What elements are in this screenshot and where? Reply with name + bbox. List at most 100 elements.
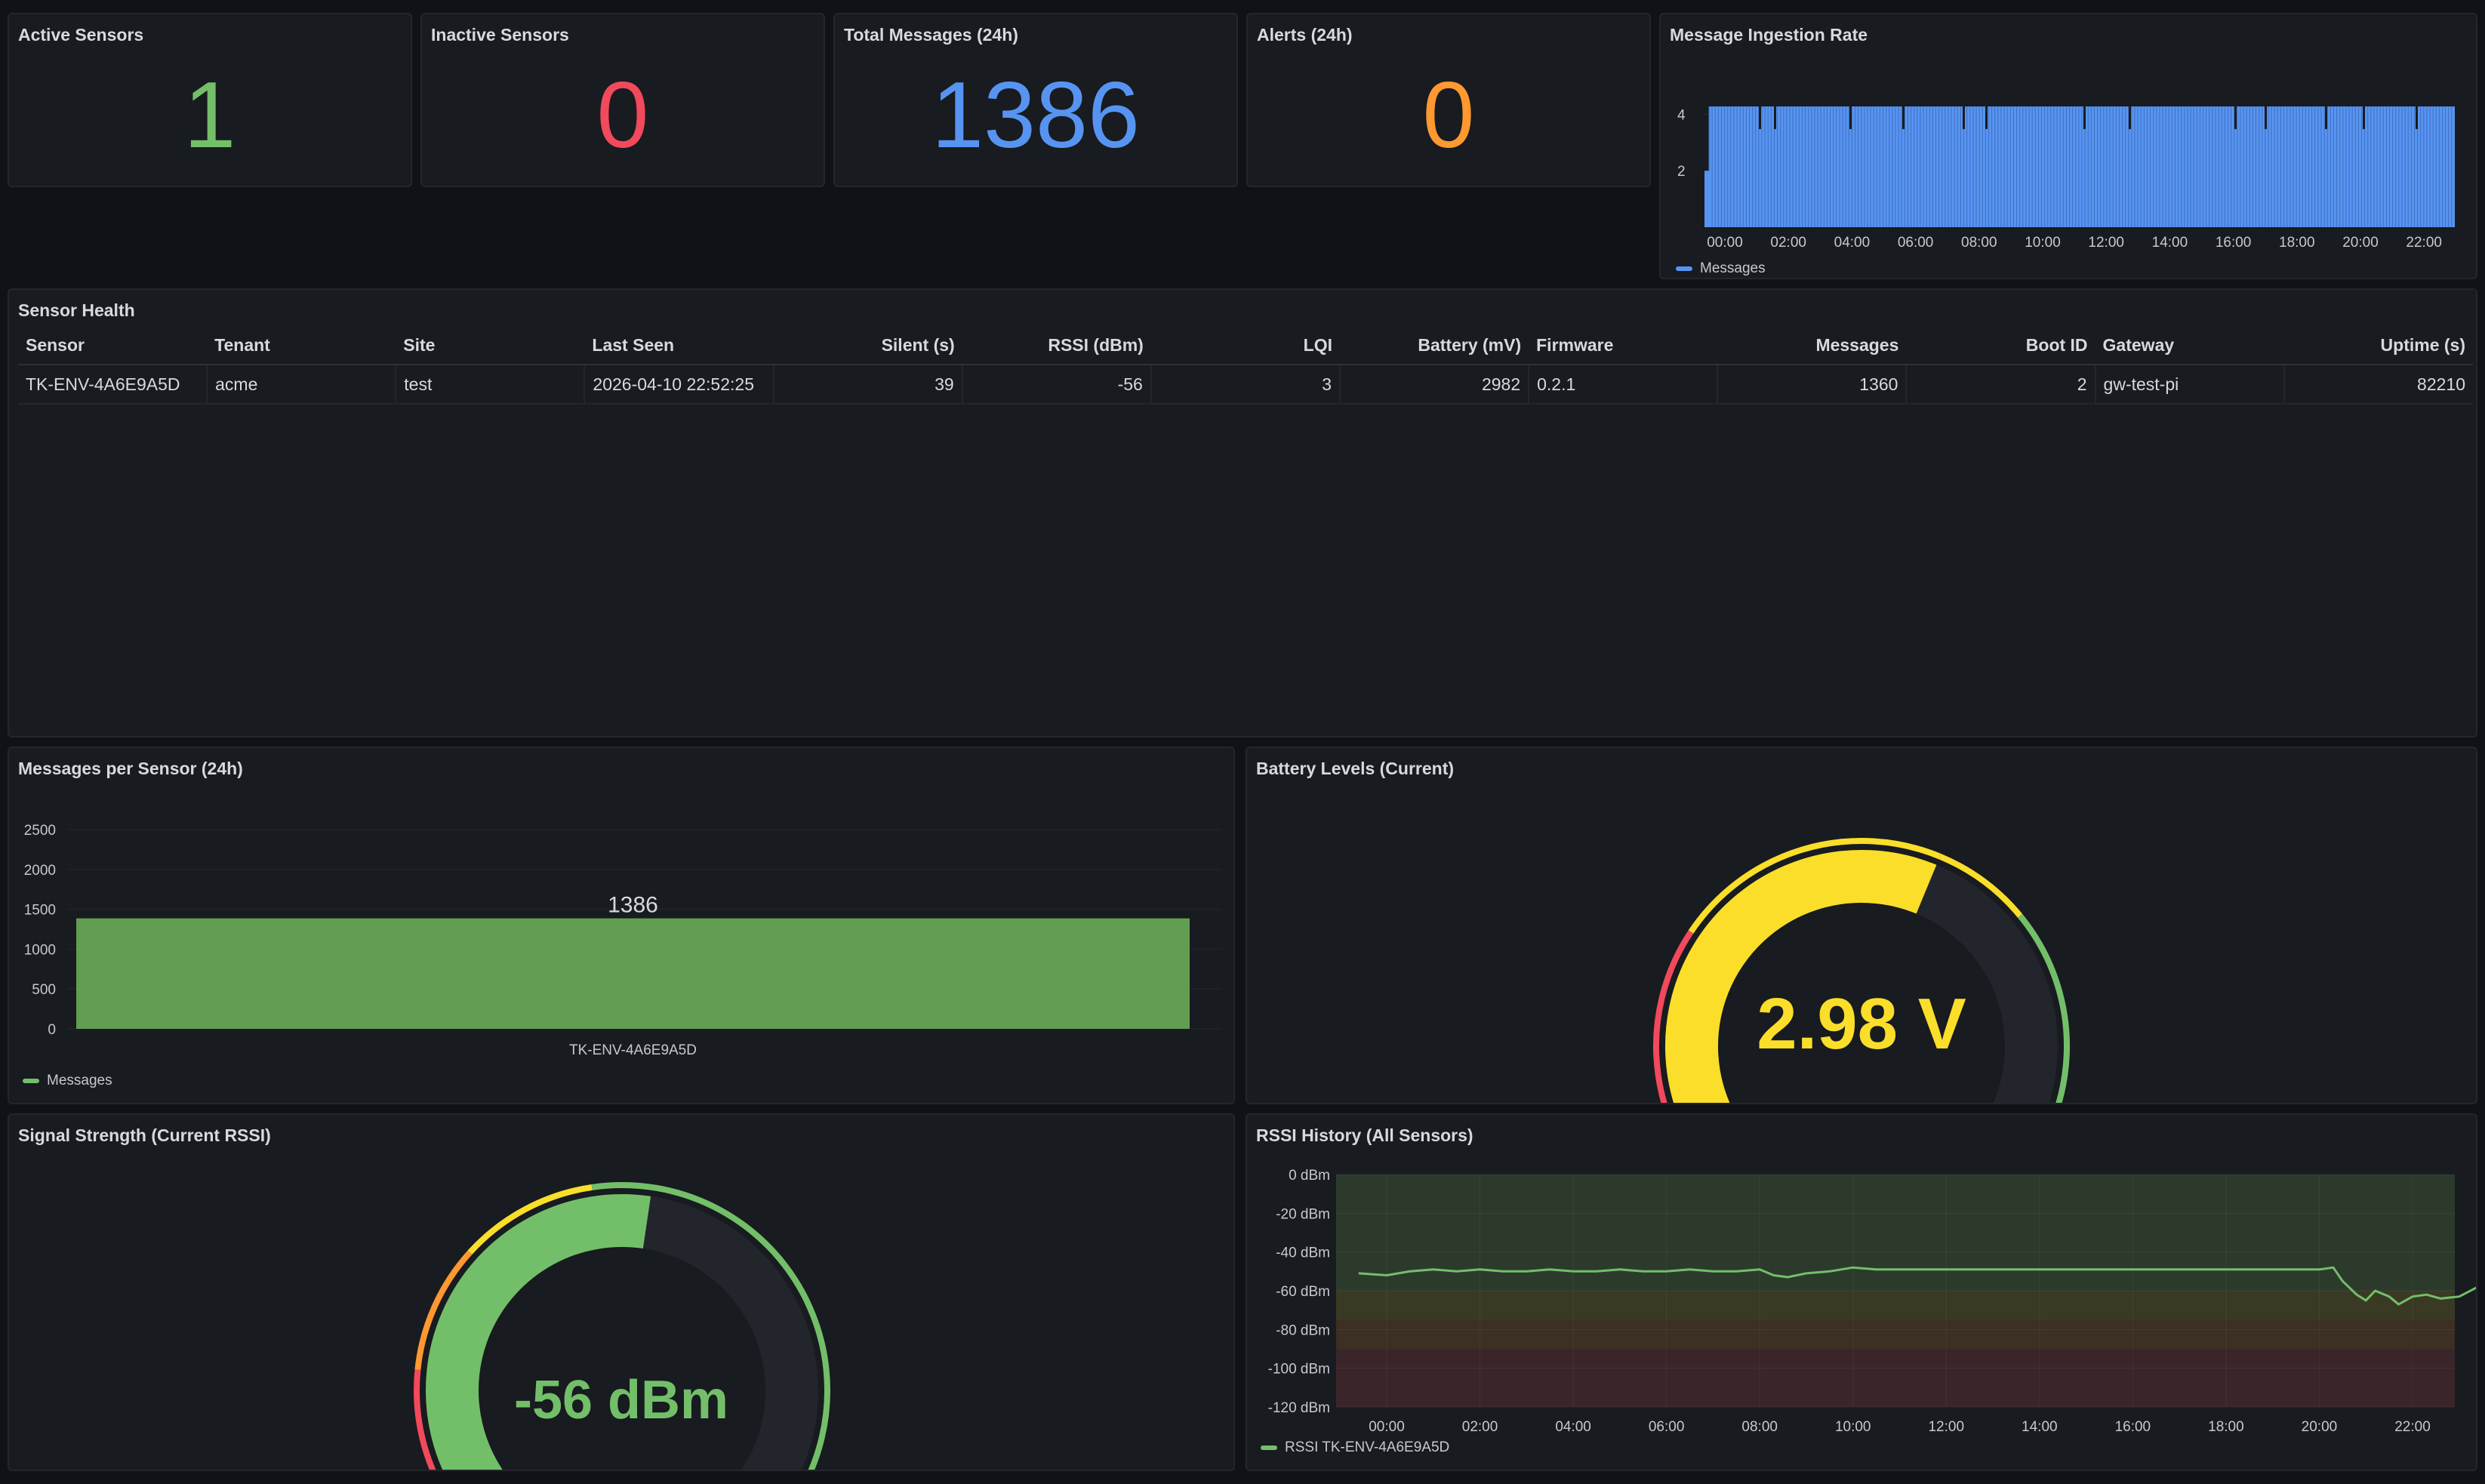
signal-gauge <box>414 1182 830 1470</box>
column-header-lqi[interactable]: LQI <box>1150 326 1340 365</box>
cell-firmware: 0.2.1 <box>1529 365 1719 405</box>
x-tick: 02:00 <box>1770 235 1806 251</box>
y-tick: -20 dBm <box>1276 1206 1330 1222</box>
y-tick: -100 dBm <box>1268 1362 1330 1378</box>
bar-gap <box>2325 106 2327 129</box>
column-header-sensor[interactable]: Sensor <box>18 326 208 365</box>
x-tick: 10:00 <box>2025 235 2061 251</box>
panel-title: Alerts (24h) <box>1257 25 1353 45</box>
threshold-arc <box>1653 930 1694 1103</box>
panel-title: Signal Strength (Current RSSI) <box>18 1125 271 1145</box>
column-header-gateway[interactable]: Gateway <box>2095 326 2284 365</box>
x-tick: 10:00 <box>1835 1419 1871 1432</box>
x-tick: 06:00 <box>1649 1419 1685 1432</box>
threshold-arc <box>467 1184 593 1255</box>
ingestion-rate-panel[interactable]: Message Ingestion Rate 2 4 00:00 02:00 04:… <box>1659 13 2477 279</box>
cell-sensor: TK-ENV-4A6E9A5D <box>18 365 208 405</box>
panel-title: Total Messages (24h) <box>844 25 1018 45</box>
stat-value: 1386 <box>931 63 1140 168</box>
column-header-messages[interactable]: Messages <box>1717 326 1907 365</box>
panel-title: RSSI History (All Sensors) <box>1256 1125 1473 1145</box>
table-row[interactable]: TK-ENV-4A6E9A5D acme test 2026-04-10 22:… <box>18 365 2473 405</box>
x-tick: 16:00 <box>2216 235 2252 251</box>
signal-strength-panel[interactable]: Signal Strength (Current RSSI) -56 dBm <box>8 1113 1235 1471</box>
threshold-arc <box>591 1182 830 1470</box>
panel-title: Sensor Health <box>18 300 135 320</box>
bar-gap <box>2083 106 2086 129</box>
battery-gauge <box>1653 838 2070 1103</box>
column-header-silent[interactable]: Silent (s) <box>773 326 962 365</box>
column-header-last-seen[interactable]: Last Seen <box>584 326 774 365</box>
y-tick: 0 dBm <box>1289 1168 1330 1184</box>
gauge-fill <box>1665 850 1937 1103</box>
chart-legend[interactable]: Messages <box>23 1073 112 1089</box>
band-weak <box>1336 1319 2455 1349</box>
column-header-uptime[interactable]: Uptime (s) <box>2283 326 2473 365</box>
cell-battery: 2982 <box>1339 365 1530 405</box>
sensor-health-table: Sensor Tenant Site Last Seen Silent (s) … <box>18 326 2473 405</box>
sensor-health-panel[interactable]: Sensor Health Sensor Tenant Site Last Se… <box>8 288 2477 737</box>
column-header-rssi[interactable]: RSSI (dBm) <box>962 326 1151 365</box>
chart-legend[interactable]: Messages <box>1676 260 1766 277</box>
y-tick: 2 <box>1677 164 1686 180</box>
y-tick: -60 dBm <box>1276 1284 1330 1300</box>
x-tick: 20:00 <box>2342 235 2379 251</box>
x-tick: 12:00 <box>2088 235 2124 251</box>
cell-messages: 1360 <box>1717 365 1908 405</box>
bar-start <box>1704 171 1711 227</box>
y-tick: 1000 <box>24 942 56 958</box>
rssi-history-panel[interactable]: RSSI History (All Sensors) 0 dBm -20 dBm… <box>1246 1113 2477 1471</box>
legend-swatch <box>1261 1446 1277 1450</box>
column-header-boot-id[interactable]: Boot ID <box>1906 326 2095 365</box>
x-tick: 14:00 <box>2022 1419 2058 1432</box>
y-tick: -80 dBm <box>1276 1322 1330 1338</box>
rssi-history-chart[interactable]: 0 dBm -20 dBm -40 dBm -60 dBm -80 dBm -1… <box>1247 1115 2476 1432</box>
stat-panel-inactive-sensors[interactable]: Inactive Sensors 0 <box>420 13 825 187</box>
legend-label: Messages <box>1700 260 1766 276</box>
x-tick: 08:00 <box>1741 1419 1778 1432</box>
stat-panel-alerts[interactable]: Alerts (24h) 0 <box>1246 13 1651 187</box>
x-tick: 22:00 <box>2394 1419 2431 1432</box>
stat-panel-active-sensors[interactable]: Active Sensors 1 <box>8 13 412 187</box>
column-header-tenant[interactable]: Tenant <box>207 326 396 365</box>
bar-gap <box>1963 106 1965 129</box>
ingestion-chart[interactable]: 2 4 00:00 02:00 04:00 06:00 08:00 10:00 12:00 1… <box>1661 45 2476 263</box>
cell-boot-id: 2 <box>1906 365 2096 405</box>
battery-levels-panel[interactable]: Battery Levels (Current) 2.98 V <box>1246 747 2477 1104</box>
y-tick: 2000 <box>24 863 56 879</box>
stat-value: 0 <box>596 63 649 168</box>
y-tick: 0 <box>48 1022 56 1038</box>
band-fair <box>1336 1291 2455 1320</box>
bar <box>76 918 1190 1029</box>
panel-title: Messages per Sensor (24h) <box>18 759 243 778</box>
y-tick: -120 dBm <box>1268 1400 1330 1416</box>
column-header-site[interactable]: Site <box>396 326 585 365</box>
threshold-arc <box>414 1369 436 1470</box>
bar-gap <box>2129 106 2131 129</box>
cell-silent: 39 <box>773 365 963 405</box>
legend-label: RSSI TK-ENV-4A6E9A5D <box>1285 1439 1450 1455</box>
legend-swatch <box>23 1079 39 1083</box>
messages-per-sensor-chart[interactable]: 0 500 1000 1500 2000 2500 1386 TK-ENV-4A6… <box>9 748 1233 1065</box>
chart-legend[interactable]: RSSI TK-ENV-4A6E9A5D <box>1261 1439 1449 1456</box>
cell-uptime: 82210 <box>2283 365 2473 405</box>
bar-gap <box>2363 106 2365 129</box>
messages-per-sensor-panel[interactable]: Messages per Sensor (24h) 0 500 1000 150… <box>8 747 1235 1104</box>
band-good <box>1336 1175 2455 1291</box>
y-tick: 4 <box>1677 107 1686 123</box>
x-tick: 04:00 <box>1834 235 1871 251</box>
column-header-battery[interactable]: Battery (mV) <box>1339 326 1529 365</box>
x-tick: 00:00 <box>1369 1419 1405 1432</box>
signal-value: -56 dBm <box>513 1370 729 1430</box>
x-tick: TK-ENV-4A6E9A5D <box>569 1042 697 1058</box>
stat-panel-total-messages[interactable]: Total Messages (24h) 1386 <box>833 13 1238 187</box>
x-tick: 14:00 <box>2152 235 2188 251</box>
stat-value: 0 <box>1422 63 1475 168</box>
gauge-fill <box>426 1194 651 1470</box>
cell-site: test <box>396 365 586 405</box>
column-header-firmware[interactable]: Firmware <box>1529 326 1718 365</box>
bar-gap <box>1774 106 1776 129</box>
x-tick: 00:00 <box>1707 235 1743 251</box>
x-tick: 06:00 <box>1898 235 1934 251</box>
panel-title: Battery Levels (Current) <box>1256 759 1455 778</box>
